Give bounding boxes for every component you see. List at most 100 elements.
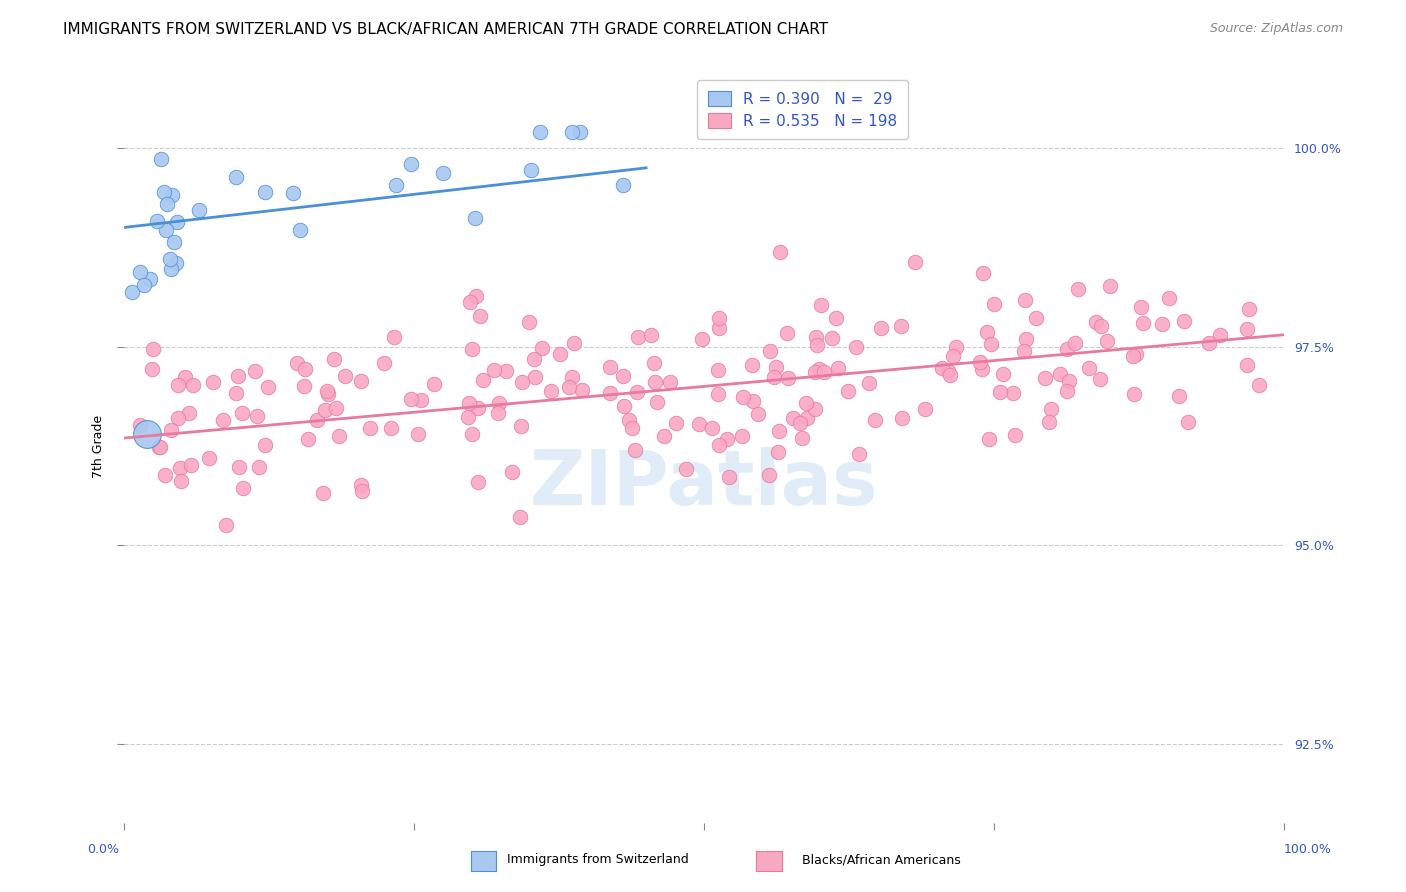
- Point: [312, 486, 335, 500]
- Point: [804, 402, 827, 417]
- Point: [707, 363, 730, 377]
- Point: [488, 396, 510, 410]
- Point: [177, 406, 200, 420]
- Point: [350, 483, 373, 498]
- Point: [813, 366, 835, 380]
- Point: [170, 474, 193, 488]
- Point: [620, 420, 643, 434]
- Point: [976, 326, 998, 340]
- Point: [1025, 310, 1047, 325]
- Point: [707, 438, 730, 452]
- Point: [942, 349, 965, 363]
- Text: Source: ZipAtlas.com: Source: ZipAtlas.com: [1209, 22, 1343, 36]
- Point: [644, 375, 666, 389]
- Point: [350, 374, 373, 388]
- Point: [768, 424, 790, 438]
- Point: [980, 336, 1002, 351]
- Point: [121, 285, 143, 299]
- Point: [645, 394, 668, 409]
- Point: [1247, 378, 1270, 392]
- Point: [294, 362, 316, 376]
- Text: Immigrants from Switzerland: Immigrants from Switzerland: [506, 854, 689, 866]
- Point: [983, 296, 1005, 310]
- Point: [1173, 313, 1195, 327]
- Point: [495, 364, 517, 378]
- Point: [243, 364, 266, 378]
- Point: [472, 373, 495, 387]
- Point: [870, 321, 893, 335]
- Point: [292, 379, 315, 393]
- Point: [156, 196, 179, 211]
- Point: [159, 261, 181, 276]
- Point: [1090, 371, 1112, 385]
- Point: [1090, 318, 1112, 333]
- Point: [675, 461, 697, 475]
- Point: [167, 378, 190, 392]
- Point: [1049, 367, 1071, 381]
- Point: [845, 340, 868, 354]
- Point: [281, 186, 304, 200]
- Point: [1177, 416, 1199, 430]
- Point: [325, 401, 347, 415]
- Point: [612, 368, 634, 383]
- Point: [470, 309, 492, 323]
- Point: [461, 342, 484, 356]
- Point: [717, 469, 740, 483]
- Point: [558, 380, 581, 394]
- Point: [1001, 385, 1024, 400]
- Point: [709, 310, 731, 325]
- Point: [1095, 334, 1118, 348]
- Point: [136, 427, 159, 442]
- Point: [931, 360, 953, 375]
- Point: [148, 441, 170, 455]
- Point: [132, 277, 155, 292]
- Point: [700, 421, 723, 435]
- Point: [707, 386, 730, 401]
- Point: [945, 340, 967, 354]
- Point: [257, 380, 280, 394]
- Point: [747, 407, 769, 421]
- Point: [529, 125, 551, 139]
- Point: [163, 235, 186, 249]
- Point: [1129, 300, 1152, 314]
- Point: [776, 370, 799, 384]
- Point: [790, 431, 813, 445]
- Point: [149, 440, 172, 454]
- Point: [665, 417, 688, 431]
- Point: [796, 411, 818, 425]
- Point: [1236, 358, 1258, 372]
- Point: [510, 375, 533, 389]
- Point: [804, 365, 827, 379]
- Point: [733, 390, 755, 404]
- Point: [766, 445, 789, 459]
- Point: [789, 416, 811, 430]
- Point: [821, 331, 844, 345]
- Point: [247, 460, 270, 475]
- Legend: R = 0.390   N =  29, R = 0.535   N = 198: R = 0.390 N = 29, R = 0.535 N = 198: [697, 80, 908, 139]
- Point: [1125, 347, 1147, 361]
- Point: [482, 363, 505, 377]
- Point: [776, 326, 799, 341]
- Point: [824, 311, 846, 326]
- Point: [359, 421, 381, 435]
- Point: [806, 337, 828, 351]
- Point: [399, 392, 422, 407]
- Point: [863, 413, 886, 427]
- Text: 100.0%: 100.0%: [1284, 843, 1331, 855]
- Point: [141, 362, 163, 376]
- Point: [561, 370, 583, 384]
- Point: [758, 468, 780, 483]
- Point: [1056, 384, 1078, 399]
- Point: [794, 396, 817, 410]
- Text: IMMIGRANTS FROM SWITZERLAND VS BLACK/AFRICAN AMERICAN 7TH GRADE CORRELATION CHAR: IMMIGRANTS FROM SWITZERLAND VS BLACK/AFR…: [63, 22, 828, 37]
- Point: [169, 461, 191, 475]
- Point: [1198, 336, 1220, 351]
- Point: [1098, 279, 1121, 293]
- Point: [323, 351, 346, 366]
- Point: [972, 361, 994, 376]
- Point: [467, 401, 489, 416]
- Point: [373, 356, 395, 370]
- Text: 0.0%: 0.0%: [87, 843, 118, 855]
- Point: [129, 265, 152, 279]
- Point: [758, 343, 780, 358]
